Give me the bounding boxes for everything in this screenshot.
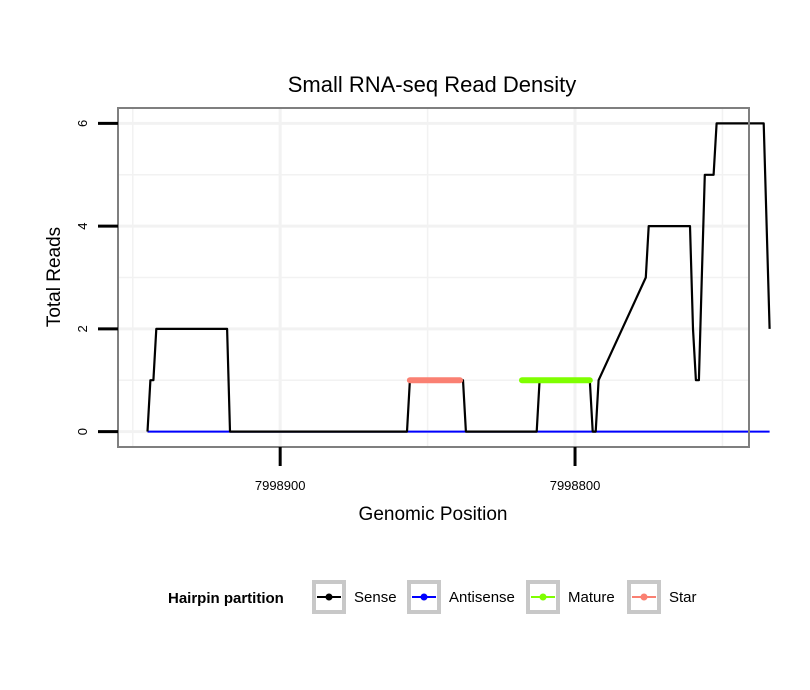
grid xyxy=(118,108,749,447)
chart-title: Small RNA-seq Read Density xyxy=(288,72,577,97)
series-layer xyxy=(146,122,771,433)
y-tick-label: 4 xyxy=(75,223,90,230)
x-tick-label: 7998800 xyxy=(550,478,601,493)
legend-label-sense: Sense xyxy=(354,589,397,606)
series-line-sense xyxy=(146,122,771,433)
legend-label-antisense: Antisense xyxy=(449,589,515,606)
legend-label-star: Star xyxy=(669,589,697,606)
legend: Hairpin partition Sense Antisense Mature St… xyxy=(168,580,697,614)
legend-key-point xyxy=(640,593,648,601)
y-tick-label: 6 xyxy=(75,120,90,127)
legend-key-point xyxy=(325,593,333,601)
plot-border xyxy=(117,107,750,448)
legend-title: Hairpin partition xyxy=(168,590,284,607)
y-axis-title: Total Reads xyxy=(44,227,65,327)
y-tick-label: 2 xyxy=(75,325,90,332)
legend-key-point xyxy=(539,593,547,601)
x-tick-label: 7998900 xyxy=(255,478,306,493)
axes: 0 2 4 6 7998900 7998800 xyxy=(75,120,600,493)
legend-key-point xyxy=(420,593,428,601)
y-tick-label: 0 xyxy=(75,428,90,435)
legend-label-mature: Mature xyxy=(568,589,615,606)
x-axis-title: Genomic Position xyxy=(359,504,508,525)
